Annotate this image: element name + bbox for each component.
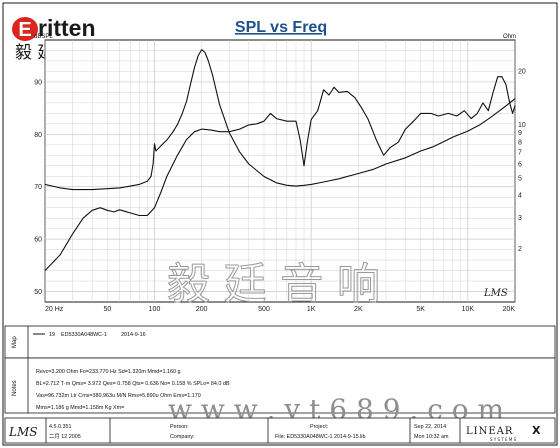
y-right-minor-tick-label: 5 [518,176,522,183]
y-left-tick-label: 80 [34,132,42,139]
y-axis-left-ticks: 50 60 70 80 90 [34,79,42,296]
notes-panel: Notes Revc=3.200 Ohm Fo=233.770 Hz Sd=1.… [4,357,556,414]
x-tick-label: 50 [103,306,111,313]
notes-line-3: Vas=96.732m Ltr Cms=380.963u M/N Rms=5.8… [36,393,201,399]
notes-line-2: BL=2.712 T·m Qms= 3.972 Qes= 0.758 Qts= … [36,381,230,387]
y-axis-right-ticks: 10 20 2 3 4 5 6 7 8 9 [518,69,526,253]
y-right-minor-tick-label: 3 [518,215,522,222]
map-panel-label: Map [12,336,18,348]
x-axis-ticks: 20 Hz 50 100 200 500 1K 2K 5K 10K 20K [45,306,515,313]
footer-lms-logo: LMS [8,425,37,439]
footer-file-label: File: ED5330A048WC-1 2014-9-15.lib [275,434,366,440]
footer-brand-sub: S Y S T E M S [490,437,517,442]
footer-version-date: 二月 12 2005 [49,433,81,440]
x-tick-label: 100 [149,306,161,313]
map-panel: Map 19 ED5330A048WC-1 2014-9-16 [4,325,556,359]
y-left-tick-label: 90 [34,79,42,86]
y-right-tick-label: 20 [518,69,526,76]
y-right-minor-tick-label: 6 [518,161,522,168]
footer-person-label: Person: [170,424,189,430]
x-tick-label: 10K [462,306,475,313]
footer-brand: LINEAR [466,426,513,437]
footer-date-line2: Mon 10:32 am [414,434,449,440]
footer-date-line1: Sep 22, 2014 [414,424,446,430]
x-tick-label: 2K [354,306,363,313]
x-tick-label: 1K [307,306,316,313]
notes-line-4: Mms=1.186 g Mmd=1.158m Kg Xm= [36,405,124,411]
y-right-tick-label: 10 [518,122,526,129]
logo-wordmark: ritten [38,15,96,41]
y-axis-right-label: Ohm [503,34,516,40]
plot-area: 20 Hz 50 100 200 500 1K 2K 5K 10K 20K 5060708090 … [34,34,526,313]
footer-version: 4.5.0.351 [49,424,71,430]
impedance-curve [44,49,516,191]
footer-company-label: Company: [170,434,195,440]
spl-curve [44,76,516,271]
logo-initial: E [18,19,31,41]
y-left-tick-label: 60 [34,237,42,244]
notes-line-1: Revc=3.200 Ohm Fo=233.770 Hz Sd=1.320m M… [36,369,180,375]
y-left-tick-label: 50 [34,289,42,296]
notes-panel-label: Notes [12,380,18,396]
x-tick-label: 200 [196,306,208,313]
y-right-minor-tick-label: 7 [518,150,522,157]
logo-e-badge [12,17,38,41]
y-right-minor-tick-label: 2 [518,246,522,253]
legend-name: ED5330A048WC-1 [61,332,107,338]
legend-number: 19 [49,332,55,338]
x-tick-label: 20 Hz [45,306,64,313]
grid-lines [44,40,516,302]
y-left-tick-label: 70 [34,184,42,191]
y-right-minor-tick-label: 4 [518,193,522,200]
y-right-minor-tick-label: 8 [518,139,522,146]
x-tick-label: 20K [503,306,516,313]
footer-project-label: Project: [310,424,328,430]
watermark-chinese: 毅 廷 音 响 [167,260,380,310]
footer-bar: LMS 4.5.0.351 二月 12 2005 Person: Company… [4,417,556,444]
series-group [44,49,516,271]
chart-title: SPL vs Freq [235,19,327,36]
x-tick-label: 500 [258,306,270,313]
legend-date: 2014-9-16 [121,332,146,338]
y-right-minor-tick-label: 9 [518,130,522,137]
lms-mark: LMS [483,288,508,299]
y-axis-left-label: dBSPL [34,34,53,40]
x-tick-label: 5K [416,306,425,313]
footer-brand-x: X [532,424,541,437]
